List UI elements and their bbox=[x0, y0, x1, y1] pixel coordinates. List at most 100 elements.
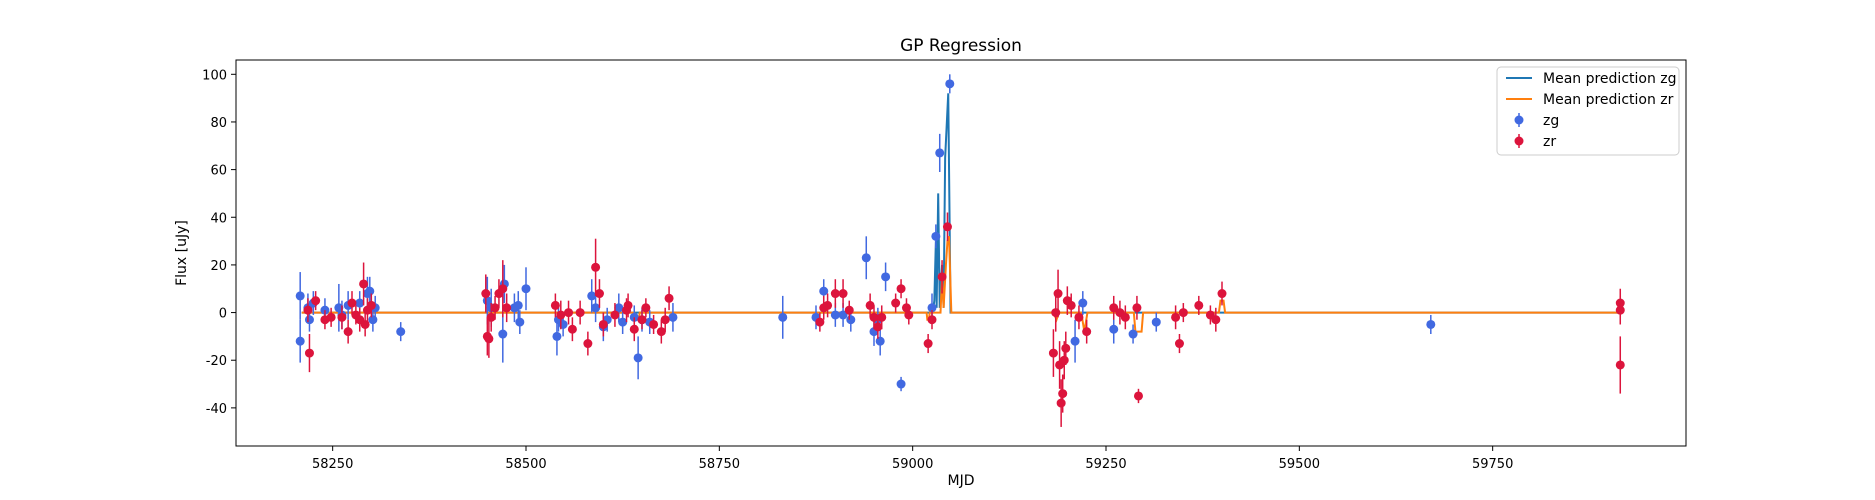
zr-point bbox=[337, 305, 347, 330]
zr-marker bbox=[1133, 391, 1143, 401]
zg-marker bbox=[838, 310, 848, 320]
zg-marker bbox=[935, 148, 945, 158]
zr-point bbox=[326, 307, 336, 327]
zr-point bbox=[1174, 334, 1184, 354]
zr-marker bbox=[575, 308, 585, 318]
zg-point bbox=[875, 326, 885, 356]
zr-point bbox=[891, 293, 901, 313]
zr-marker bbox=[1178, 308, 1188, 318]
zg-point bbox=[591, 293, 601, 323]
zr-marker bbox=[359, 279, 369, 289]
zg-marker bbox=[633, 353, 643, 363]
zr-marker bbox=[556, 310, 566, 320]
zg-marker bbox=[861, 253, 871, 263]
zg-point bbox=[1426, 314, 1436, 335]
zr-marker bbox=[637, 315, 647, 325]
zr-point bbox=[923, 334, 933, 354]
zr-marker bbox=[904, 310, 914, 320]
zr-point bbox=[656, 319, 666, 344]
zr-point bbox=[610, 303, 620, 327]
zg-marker bbox=[830, 310, 840, 320]
x-tick-label: 58750 bbox=[699, 457, 740, 472]
zr-marker bbox=[896, 284, 906, 294]
zg-marker bbox=[1426, 319, 1436, 329]
zr-marker bbox=[486, 312, 496, 322]
zr-point bbox=[1053, 269, 1063, 318]
zr-marker bbox=[1211, 315, 1221, 325]
zr-point bbox=[942, 212, 952, 242]
zr-marker bbox=[1059, 355, 1069, 365]
zr-marker bbox=[815, 317, 825, 327]
zg-marker bbox=[513, 300, 523, 310]
zg-point bbox=[1128, 324, 1138, 344]
zg-marker bbox=[1128, 329, 1138, 339]
zr-marker bbox=[873, 322, 883, 332]
legend-marker bbox=[1514, 115, 1524, 125]
zg-marker bbox=[334, 303, 344, 313]
zr-marker bbox=[1051, 308, 1061, 318]
zr-point bbox=[598, 312, 608, 337]
zr-marker bbox=[490, 303, 500, 313]
zg-point bbox=[881, 262, 891, 292]
zr-marker bbox=[869, 312, 879, 322]
zr-marker bbox=[567, 324, 577, 334]
zr-point bbox=[575, 300, 585, 325]
zr-marker bbox=[1056, 398, 1066, 408]
zr-point bbox=[838, 279, 848, 308]
zg-point bbox=[513, 291, 523, 320]
zg-marker bbox=[521, 284, 531, 294]
zr-point bbox=[1133, 388, 1143, 404]
zg-marker bbox=[945, 79, 955, 89]
legend: Mean prediction zg Mean prediction zr zg… bbox=[1496, 66, 1680, 156]
zr-point bbox=[1615, 288, 1625, 318]
zr-point bbox=[823, 293, 833, 318]
zr-point bbox=[1217, 281, 1227, 306]
zg-marker bbox=[778, 312, 788, 322]
zr-point bbox=[660, 307, 670, 332]
zr-marker bbox=[484, 334, 494, 344]
zr-point bbox=[623, 293, 633, 318]
zg-point bbox=[614, 293, 624, 323]
zr-point bbox=[927, 310, 937, 330]
zr-marker bbox=[1615, 298, 1625, 308]
zr-point bbox=[1074, 305, 1084, 330]
zg-marker bbox=[304, 315, 314, 325]
zg-point bbox=[365, 276, 375, 306]
zg-marker bbox=[819, 286, 829, 296]
zg-point bbox=[633, 336, 643, 380]
y-tick-label: -40 bbox=[206, 402, 227, 417]
zr-marker bbox=[304, 348, 314, 358]
zr-marker bbox=[1061, 343, 1071, 353]
zr-point bbox=[1048, 329, 1058, 377]
x-tick-label: 58250 bbox=[312, 457, 353, 472]
legend-label-zr: zr bbox=[1543, 134, 1556, 150]
zr-point bbox=[347, 291, 357, 315]
zg-point bbox=[935, 133, 945, 172]
zr-marker bbox=[1194, 300, 1204, 310]
zg-marker bbox=[846, 315, 856, 325]
zg-marker bbox=[896, 379, 906, 389]
zr-point bbox=[1109, 295, 1119, 320]
zr-marker bbox=[1615, 360, 1625, 370]
zg-marker bbox=[614, 303, 624, 313]
zg-marker bbox=[355, 298, 365, 308]
zr-marker bbox=[1058, 389, 1068, 399]
x-tick-label: 59250 bbox=[1085, 457, 1126, 472]
zr-marker bbox=[303, 305, 313, 315]
zg-point bbox=[396, 322, 406, 342]
zr-point bbox=[484, 319, 494, 358]
zr-marker bbox=[311, 296, 321, 306]
y-axis-label: Flux [uJy] bbox=[174, 220, 190, 286]
zg-marker bbox=[1109, 324, 1119, 334]
zr-marker bbox=[598, 319, 608, 329]
zg-point bbox=[334, 283, 344, 332]
zr-point bbox=[629, 317, 639, 342]
y-tick-label: 80 bbox=[210, 116, 227, 131]
zg-marker bbox=[927, 303, 937, 313]
zr-marker bbox=[1120, 312, 1130, 322]
zr-point bbox=[550, 293, 560, 318]
x-axis-ticks: 58250 58500 58750 59000 59250 59500 59750 bbox=[312, 446, 1513, 472]
plot-frame bbox=[235, 59, 1687, 447]
zr-marker bbox=[583, 339, 593, 349]
